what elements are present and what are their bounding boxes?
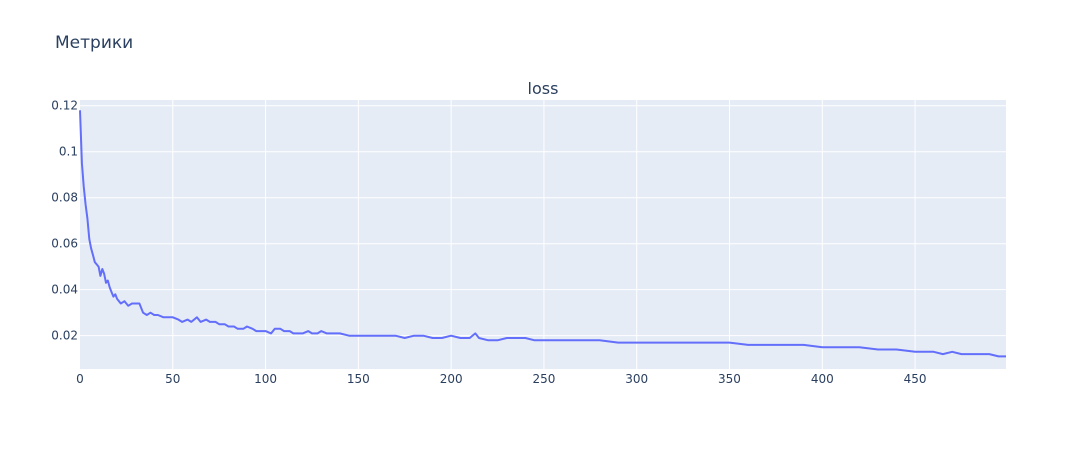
loss-series-line: [79, 110, 1006, 358]
x-tick-label: 50: [165, 372, 180, 386]
x-tick-label: 150: [347, 372, 370, 386]
y-tick-label: 0.06: [51, 237, 78, 251]
y-tick-labels: 0.02 0.04 0.06 0.08 0.1 0.12: [51, 99, 78, 343]
page-title: Метрики: [55, 33, 134, 53]
x-tick-label: 100: [254, 372, 277, 386]
chart-title: loss: [528, 79, 559, 98]
y-tick-label: 0.02: [51, 329, 78, 343]
x-tick-labels: 0 50 100 150 200 250 300 350 400 450: [76, 372, 926, 386]
plot-area: [80, 100, 1006, 369]
x-tick-label: 350: [718, 372, 741, 386]
x-gridlines: [172, 100, 916, 369]
x-tick-label: 400: [811, 372, 834, 386]
y-tick-label: 0.04: [51, 283, 78, 297]
x-tick-label: 200: [440, 372, 463, 386]
y-gridlines: [80, 105, 1006, 337]
x-tick-label: 0: [76, 372, 84, 386]
x-tick-label: 300: [625, 372, 648, 386]
y-tick-label: 0.1: [59, 145, 78, 159]
x-tick-label: 450: [904, 372, 927, 386]
y-tick-label: 0.08: [51, 191, 78, 205]
y-tick-label: 0.12: [51, 99, 78, 113]
x-tick-label: 250: [532, 372, 555, 386]
